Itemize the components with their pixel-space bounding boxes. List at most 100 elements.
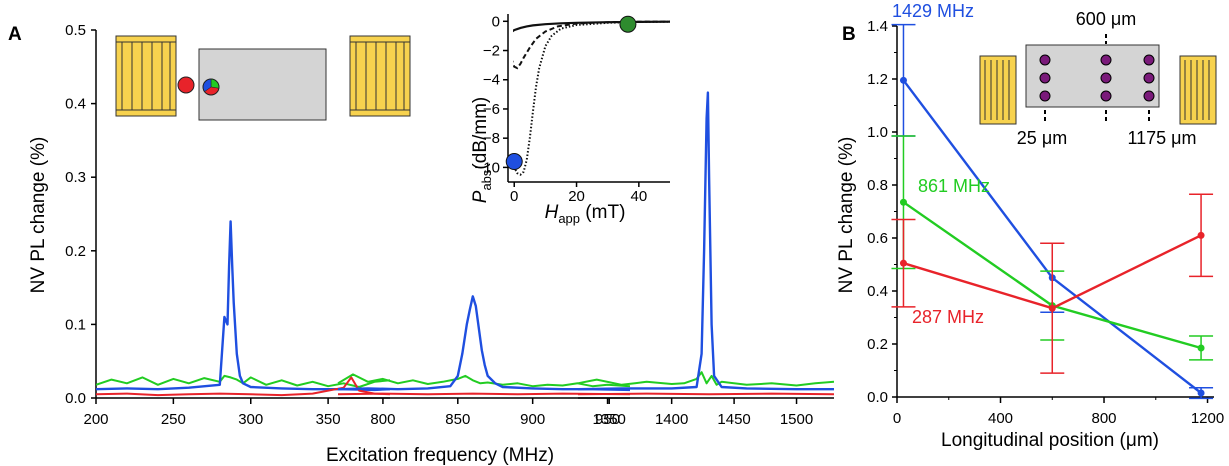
panel-b-red-point (899, 259, 907, 267)
inset-y-tick-label: −4 (483, 72, 500, 89)
b-right-transducer-icon (1179, 55, 1217, 125)
panel-b-red-point (1048, 304, 1056, 312)
inset-marker_green-marker (619, 15, 637, 33)
inset-x-label-unit: (mT) (580, 202, 625, 223)
b-sample-point (1039, 90, 1051, 102)
b-sample-points (1039, 54, 1155, 102)
b-inset-left-label: 25 μm (1017, 128, 1067, 148)
inset-y-tick-label: −2 (483, 43, 500, 60)
panel-a-y-tick-label: 0.0 (65, 390, 86, 407)
panel-b-y-tick-label: 0.0 (867, 389, 888, 406)
inset-curves (513, 20, 671, 176)
panel-a-green-line (577, 371, 834, 387)
panel-a-x-tick-label: 1450 (717, 411, 750, 428)
panel-a-x-tick-label: 250 (161, 411, 186, 428)
panel-a-x-tick-label: 1350 (593, 411, 626, 428)
b-sample-point (1143, 72, 1155, 84)
panel-b-y-axis-label: NV PL change (%) (836, 137, 857, 294)
panel-b-x-tick-label: 800 (1092, 410, 1117, 427)
panel-a-red-line (96, 376, 390, 397)
panel-b-y-tick-label: 0.4 (867, 283, 888, 300)
panel-b-y-tick-label: 0.6 (867, 230, 888, 247)
panel-a-x-tick-label: 1400 (655, 411, 688, 428)
panel-a-y-tick-label: 0.4 (65, 96, 86, 113)
panel-a-y-tick-label: 0.5 (65, 22, 86, 39)
panel-a-y-tick-label: 0.3 (65, 169, 86, 186)
panel-a-x-tick-label: 200 (83, 411, 108, 428)
panel-a-label: A (8, 24, 22, 45)
panel-b-green-point (899, 198, 907, 206)
panel-b-x-axis-label: Longitudinal position (μm) (941, 430, 1159, 451)
panel-b-device-schematic: 600 μm 25 μm 1175 μm (979, 9, 1217, 148)
panel-a-device-schematic (115, 35, 411, 121)
b-sample-point (1039, 54, 1051, 66)
panel-a-x-tick-label: 900 (520, 411, 545, 428)
panel-a-inset: 0 −2 −4 −6 −8 −10 0 20 40 (475, 13, 671, 205)
b-sample-point (1100, 90, 1112, 102)
b-sample-point (1143, 54, 1155, 66)
red-spot-marker (177, 76, 195, 94)
panel-b-series-label: 287 MHz (912, 307, 984, 327)
inset-x-tick-label: 0 (510, 188, 518, 205)
panel-a-y-tick-label: 0.2 (65, 243, 86, 260)
panel-b-y-tick-label: 0.2 (867, 336, 888, 353)
inset-y-tick-label: 0 (492, 13, 500, 30)
panel-a-y-tick-label: 0.1 (65, 316, 86, 333)
inset-x-axis-label: Happ (mT) (545, 202, 626, 226)
panel-a-x-tick-label: 850 (445, 411, 470, 428)
panel-b-green-point (1197, 344, 1205, 352)
panel-a-blue-line (96, 220, 390, 392)
b-inset-top-label: 600 μm (1076, 9, 1136, 29)
panel-a-green-line (337, 373, 630, 388)
panel-b-red-point (1197, 231, 1205, 239)
panel-b-x-tick-label: 400 (988, 410, 1013, 427)
panel-b-axes: 0.0 0.2 0.4 0.6 0.8 1.0 1.2 1.4 0 400 800 1200 (867, 18, 1224, 427)
inset-y-label-sub: abs (479, 169, 494, 190)
panel-a-green-line (96, 374, 390, 388)
panel-a-x-tick-label: 1500 (780, 411, 813, 428)
b-sample-point (1100, 72, 1112, 84)
inset-x-label-sub: app (558, 211, 580, 226)
panel-a-y-axis-label: NV PL change (%) (28, 137, 49, 294)
inset-dashed-curve (513, 20, 671, 70)
inset-x-tick-label: 20 (568, 188, 585, 205)
panel-b-y-tick-label: 1.4 (867, 18, 888, 35)
panel-b-blue-point (1197, 389, 1205, 397)
inset-y-label-main: P (470, 190, 491, 203)
inset-x-tick-label: 40 (631, 188, 648, 205)
panel-a-red-line (337, 392, 630, 396)
inset-y-tick-label: −10 (475, 159, 500, 176)
panel-b-blue-point (899, 76, 907, 84)
inset-y-tick-label: −8 (483, 130, 500, 147)
b-sample-point (1100, 54, 1112, 66)
panel-b-x-tick-label: 0 (893, 410, 901, 427)
panel-a-x-tick-label: 300 (238, 411, 263, 428)
inset-y-tick-label: −6 (483, 101, 500, 118)
inset-y-label-unit: (dB/mm) (470, 97, 491, 170)
panel-b-y-tick-label: 0.8 (867, 177, 888, 194)
inset-blue-marker (505, 153, 523, 171)
panel-a-x-tick-label: 950 (595, 411, 620, 428)
panel-a-blue-line (337, 295, 630, 392)
panel-a-x-tick-label: 800 (370, 411, 395, 428)
panel-b-label: B (842, 24, 856, 45)
b-sample-point (1039, 72, 1051, 84)
panel-a-series (96, 91, 834, 397)
panel-a-red-line (577, 392, 834, 396)
panel-a-blue-line (577, 91, 834, 391)
panel-b-series: 1429 MHz 861 MHz 287 MHz (891, 1, 1214, 400)
panel-a-segment (96, 220, 390, 397)
panel-a-x-tick-label: 350 (316, 411, 341, 428)
panel-b-series-label: 861 MHz (918, 176, 990, 196)
b-sample-point (1143, 90, 1155, 102)
inset-y-axis-label: Pabs(dB/mm) (470, 97, 494, 203)
panel-b-y-tick-label: 1.0 (867, 124, 888, 141)
right-transducer-icon (349, 35, 411, 117)
panel-b-y-tick-label: 1.2 (867, 71, 888, 88)
inset-dotted-curve (513, 20, 671, 176)
panel-a-segment (337, 295, 630, 396)
panel-b-series-label: 1429 MHz (892, 1, 974, 21)
sample-rectangle (198, 48, 327, 121)
